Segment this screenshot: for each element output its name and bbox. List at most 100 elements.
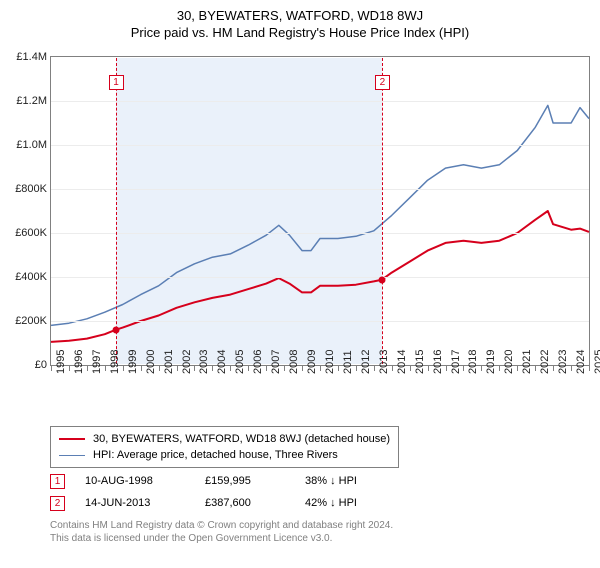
- page-title: 30, BYEWATERS, WATFORD, WD18 8WJ: [0, 8, 600, 23]
- x-tick: [69, 366, 70, 371]
- sale-row: 1 10-AUG-1998£159,99538% ↓ HPI: [50, 470, 425, 492]
- x-tick: [302, 366, 303, 371]
- x-tick: [374, 366, 375, 371]
- x-tick: [284, 366, 285, 371]
- x-tick-label: 2011: [342, 350, 354, 374]
- x-tick-label: 2012: [360, 350, 372, 374]
- x-tick: [517, 366, 518, 371]
- x-tick: [499, 366, 500, 371]
- footer-line2: This data is licensed under the Open Gov…: [50, 533, 393, 546]
- sale-row: 214-JUN-2013£387,60042% ↓ HPI: [50, 492, 425, 514]
- series-hpi: [51, 105, 589, 325]
- x-tick: [212, 366, 213, 371]
- x-tick-label: 2017: [450, 350, 462, 374]
- x-tick-label: 2023: [557, 350, 569, 374]
- x-tick-label: 2007: [270, 350, 282, 374]
- footer: Contains HM Land Registry data © Crown c…: [50, 520, 393, 545]
- sale-marker-dot: [378, 276, 385, 283]
- sale-row-box: 1: [50, 474, 65, 489]
- legend-swatch: [59, 438, 85, 440]
- sale-marker-box: 2: [375, 75, 390, 90]
- page-subtitle: Price paid vs. HM Land Registry's House …: [0, 25, 600, 40]
- x-tick-label: 2006: [252, 350, 264, 374]
- x-tick: [87, 366, 88, 371]
- x-tick: [553, 366, 554, 371]
- x-tick: [320, 366, 321, 371]
- x-tick: [428, 366, 429, 371]
- x-tick: [589, 366, 590, 371]
- x-tick-label: 2013: [378, 350, 390, 374]
- legend-swatch: [59, 455, 85, 456]
- x-tick-label: 2016: [432, 350, 444, 374]
- x-tick-label: 2021: [521, 350, 533, 374]
- footer-line1: Contains HM Land Registry data © Crown c…: [50, 520, 393, 533]
- x-tick-label: 2024: [575, 350, 587, 374]
- x-tick-label: 2001: [163, 350, 175, 374]
- x-tick-label: 1995: [55, 350, 67, 374]
- x-tick: [248, 366, 249, 371]
- gridline: [51, 145, 589, 146]
- legend-item: 30, BYEWATERS, WATFORD, WD18 8WJ (detach…: [59, 431, 390, 447]
- legend-label: HPI: Average price, detached house, Thre…: [93, 449, 338, 461]
- x-tick: [194, 366, 195, 371]
- x-tick: [141, 366, 142, 371]
- x-tick-label: 1996: [73, 350, 85, 374]
- x-tick-label: 2022: [539, 350, 551, 374]
- sale-price: £159,995: [205, 475, 305, 487]
- y-tick-label: £1.0M: [3, 139, 47, 151]
- x-tick-label: 1997: [91, 350, 103, 374]
- x-tick: [535, 366, 536, 371]
- x-tick-label: 1998: [109, 350, 121, 374]
- x-tick: [159, 366, 160, 371]
- x-tick: [338, 366, 339, 371]
- x-tick-label: 1999: [127, 350, 139, 374]
- gridline: [51, 277, 589, 278]
- x-tick-label: 2020: [503, 350, 515, 374]
- x-tick-label: 2015: [414, 350, 426, 374]
- x-tick-label: 2002: [181, 350, 193, 374]
- y-tick-label: £1.4M: [3, 51, 47, 63]
- chart: 12 £0£200K£400K£600K£800K£1.0M£1.2M£1.4M…: [0, 56, 600, 426]
- gridline: [51, 321, 589, 322]
- x-tick: [51, 366, 52, 371]
- y-tick-label: £200K: [3, 315, 47, 327]
- gridline: [51, 233, 589, 234]
- x-tick: [463, 366, 464, 371]
- y-tick-label: £600K: [3, 227, 47, 239]
- x-tick: [266, 366, 267, 371]
- x-tick: [177, 366, 178, 371]
- x-tick-label: 2019: [485, 350, 497, 374]
- x-tick-label: 2009: [306, 350, 318, 374]
- sale-date: 10-AUG-1998: [85, 475, 205, 487]
- x-tick: [481, 366, 482, 371]
- legend: 30, BYEWATERS, WATFORD, WD18 8WJ (detach…: [50, 426, 399, 468]
- x-tick: [446, 366, 447, 371]
- sales-table: 1 10-AUG-1998£159,99538% ↓ HPI 214-JUN-201…: [50, 470, 425, 514]
- x-tick: [356, 366, 357, 371]
- y-tick-label: £800K: [3, 183, 47, 195]
- gridline: [51, 101, 589, 102]
- x-tick: [410, 366, 411, 371]
- legend-label: 30, BYEWATERS, WATFORD, WD18 8WJ (detach…: [93, 433, 390, 445]
- x-tick: [392, 366, 393, 371]
- plot-area: 12: [50, 56, 590, 366]
- sale-marker-line: [382, 58, 383, 364]
- y-tick-label: £1.2M: [3, 95, 47, 107]
- sale-delta: 38% ↓ HPI: [305, 475, 425, 487]
- x-tick-label: 2005: [234, 350, 246, 374]
- sale-marker-dot: [112, 326, 119, 333]
- x-tick-label: 2014: [396, 350, 408, 374]
- x-tick-label: 2018: [467, 350, 479, 374]
- x-tick: [230, 366, 231, 371]
- sale-date: 14-JUN-2013: [85, 497, 205, 509]
- y-tick-label: £0: [3, 359, 47, 371]
- x-tick: [105, 366, 106, 371]
- sale-marker-line: [116, 58, 117, 364]
- x-tick-label: 2000: [145, 350, 157, 374]
- x-tick-label: 2008: [288, 350, 300, 374]
- x-tick-label: 2025: [593, 350, 600, 374]
- x-tick-label: 2003: [198, 350, 210, 374]
- sale-delta: 42% ↓ HPI: [305, 497, 425, 509]
- x-tick: [571, 366, 572, 371]
- sale-marker-box: 1: [109, 75, 124, 90]
